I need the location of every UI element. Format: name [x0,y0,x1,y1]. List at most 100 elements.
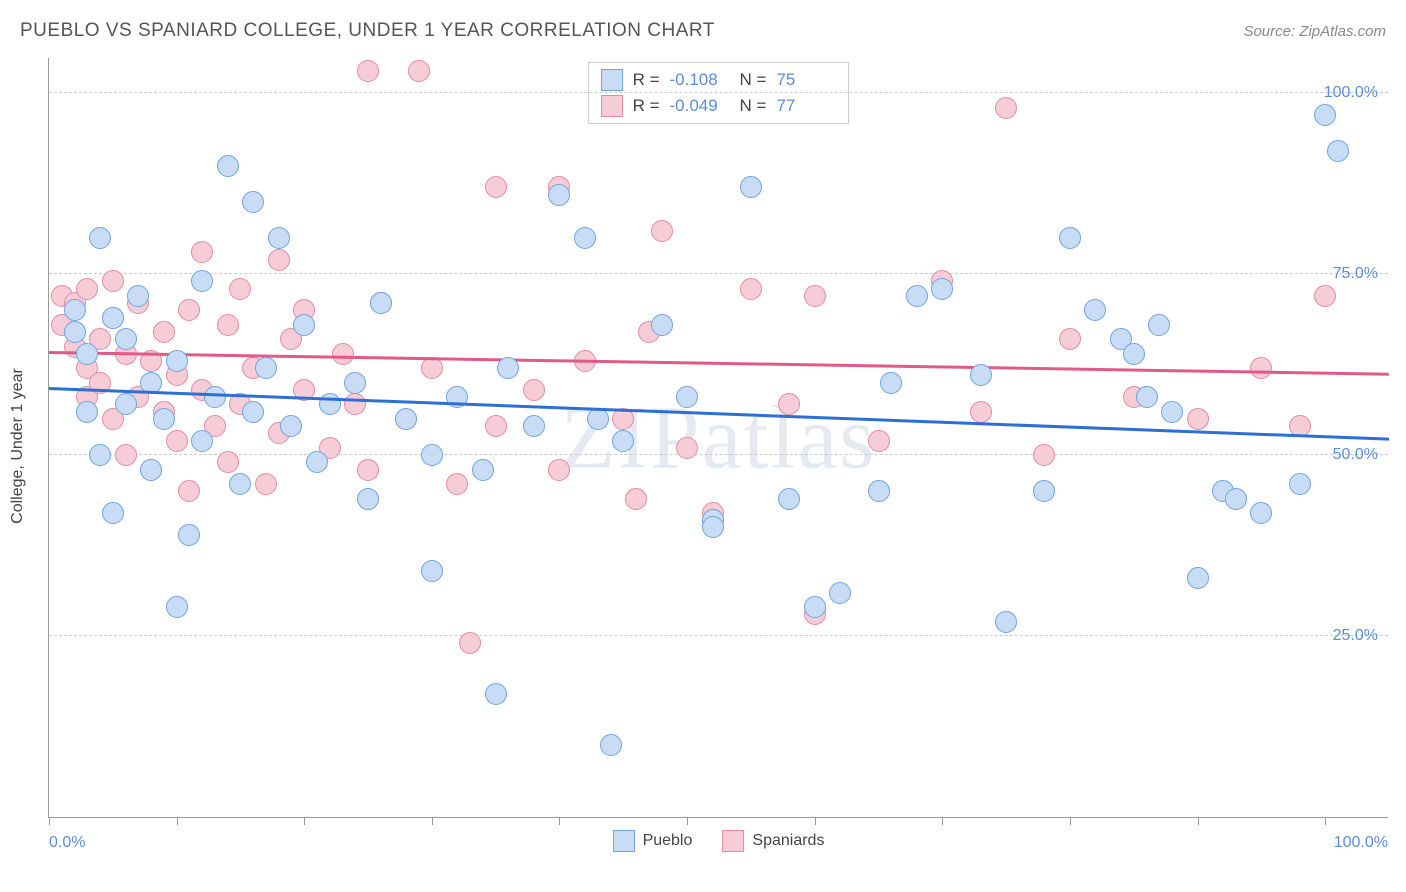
spaniards-point [357,459,379,481]
pueblo-point [906,285,928,307]
x-tick [177,817,178,825]
spaniards-point [485,176,507,198]
pueblo-point [242,401,264,423]
source-label: Source: ZipAtlas.com [1243,23,1386,40]
spaniards-point [1314,285,1336,307]
pueblo-point [1136,386,1158,408]
pueblo-point [64,321,86,343]
y-tick-label: 50.0% [1333,446,1378,464]
spaniards-point [344,393,366,415]
spaniards-n-value: 77 [776,96,836,116]
pueblo-point [395,408,417,430]
pueblo-point [344,372,366,394]
r-label: R = [633,70,660,90]
pueblo-point [600,734,622,756]
legend-item-pueblo: Pueblo [613,830,693,852]
scatter-plot: ZIPatlas R = -0.108 N = 75 R = -0.049 N … [48,58,1388,818]
pueblo-point [778,488,800,510]
pueblo-point [76,343,98,365]
pueblo-point [1033,480,1055,502]
gridline [49,92,1388,93]
gridline [49,273,1388,274]
spaniards-point [178,299,200,321]
pueblo-point [64,299,86,321]
spaniards-point [625,488,647,510]
x-tick [1198,817,1199,825]
watermark-text: ZIPatlas [561,386,877,489]
spaniards-point [523,379,545,401]
pueblo-point [548,184,570,206]
pueblo-point [1314,104,1336,126]
pueblo-point [587,408,609,430]
pueblo-point [868,480,890,502]
pueblo-point [1225,488,1247,510]
pueblo-point [1161,401,1183,423]
pueblo-point [140,459,162,481]
y-tick-label: 100.0% [1324,84,1378,102]
pueblo-point [127,285,149,307]
pueblo-point [829,582,851,604]
pueblo-point [651,314,673,336]
pueblo-point [280,415,302,437]
spaniards-swatch-icon [601,95,623,117]
pueblo-point [931,278,953,300]
spaniards-point [868,430,890,452]
pueblo-point [804,596,826,618]
spaniards-point [446,473,468,495]
spaniards-point [229,278,251,300]
pueblo-point [293,314,315,336]
spaniards-point [421,357,443,379]
spaniards-point [76,278,98,300]
spaniards-point [191,241,213,263]
pueblo-point [880,372,902,394]
pueblo-point [1123,343,1145,365]
pueblo-n-value: 75 [776,70,836,90]
pueblo-point [115,393,137,415]
spaniards-point [459,632,481,654]
pueblo-point [357,488,379,510]
spaniards-point [676,437,698,459]
pueblo-point [166,350,188,372]
pueblo-point [370,292,392,314]
pueblo-legend-label: Pueblo [643,832,693,850]
pueblo-point [89,227,111,249]
spaniards-legend-label: Spaniards [752,832,824,850]
x-tick [1325,817,1326,825]
x-tick [1070,817,1071,825]
stats-row-spaniards: R = -0.049 N = 77 [601,93,837,119]
y-axis-title: College, Under 1 year [9,368,27,524]
spaniards-point [102,270,124,292]
pueblo-point [229,473,251,495]
pueblo-point [1250,502,1272,524]
x-tick [304,817,305,825]
spaniards-point [1033,444,1055,466]
spaniards-swatch-icon [722,830,744,852]
spaniards-point [740,278,762,300]
pueblo-point [102,307,124,329]
x-tick [559,817,560,825]
n-label: N = [740,70,767,90]
pueblo-point [255,357,277,379]
spaniards-point [178,480,200,502]
pueblo-point [115,328,137,350]
pueblo-point [523,415,545,437]
stats-row-pueblo: R = -0.108 N = 75 [601,67,837,93]
x-min-label: 0.0% [49,834,85,852]
pueblo-point [191,270,213,292]
spaniards-point [153,321,175,343]
pueblo-point [178,524,200,546]
spaniards-point [357,60,379,82]
pueblo-point [676,386,698,408]
spaniards-point [408,60,430,82]
spaniards-point [255,473,277,495]
pueblo-point [421,560,443,582]
spaniards-point [804,285,826,307]
pueblo-r-value: -0.108 [670,70,730,90]
legend-item-spaniards: Spaniards [722,830,824,852]
pueblo-point [89,444,111,466]
spaniards-r-value: -0.049 [670,96,730,116]
spaniards-point [548,459,570,481]
series-legend: Pueblo Spaniards [613,830,825,852]
n-label: N = [740,96,767,116]
spaniards-point [651,220,673,242]
